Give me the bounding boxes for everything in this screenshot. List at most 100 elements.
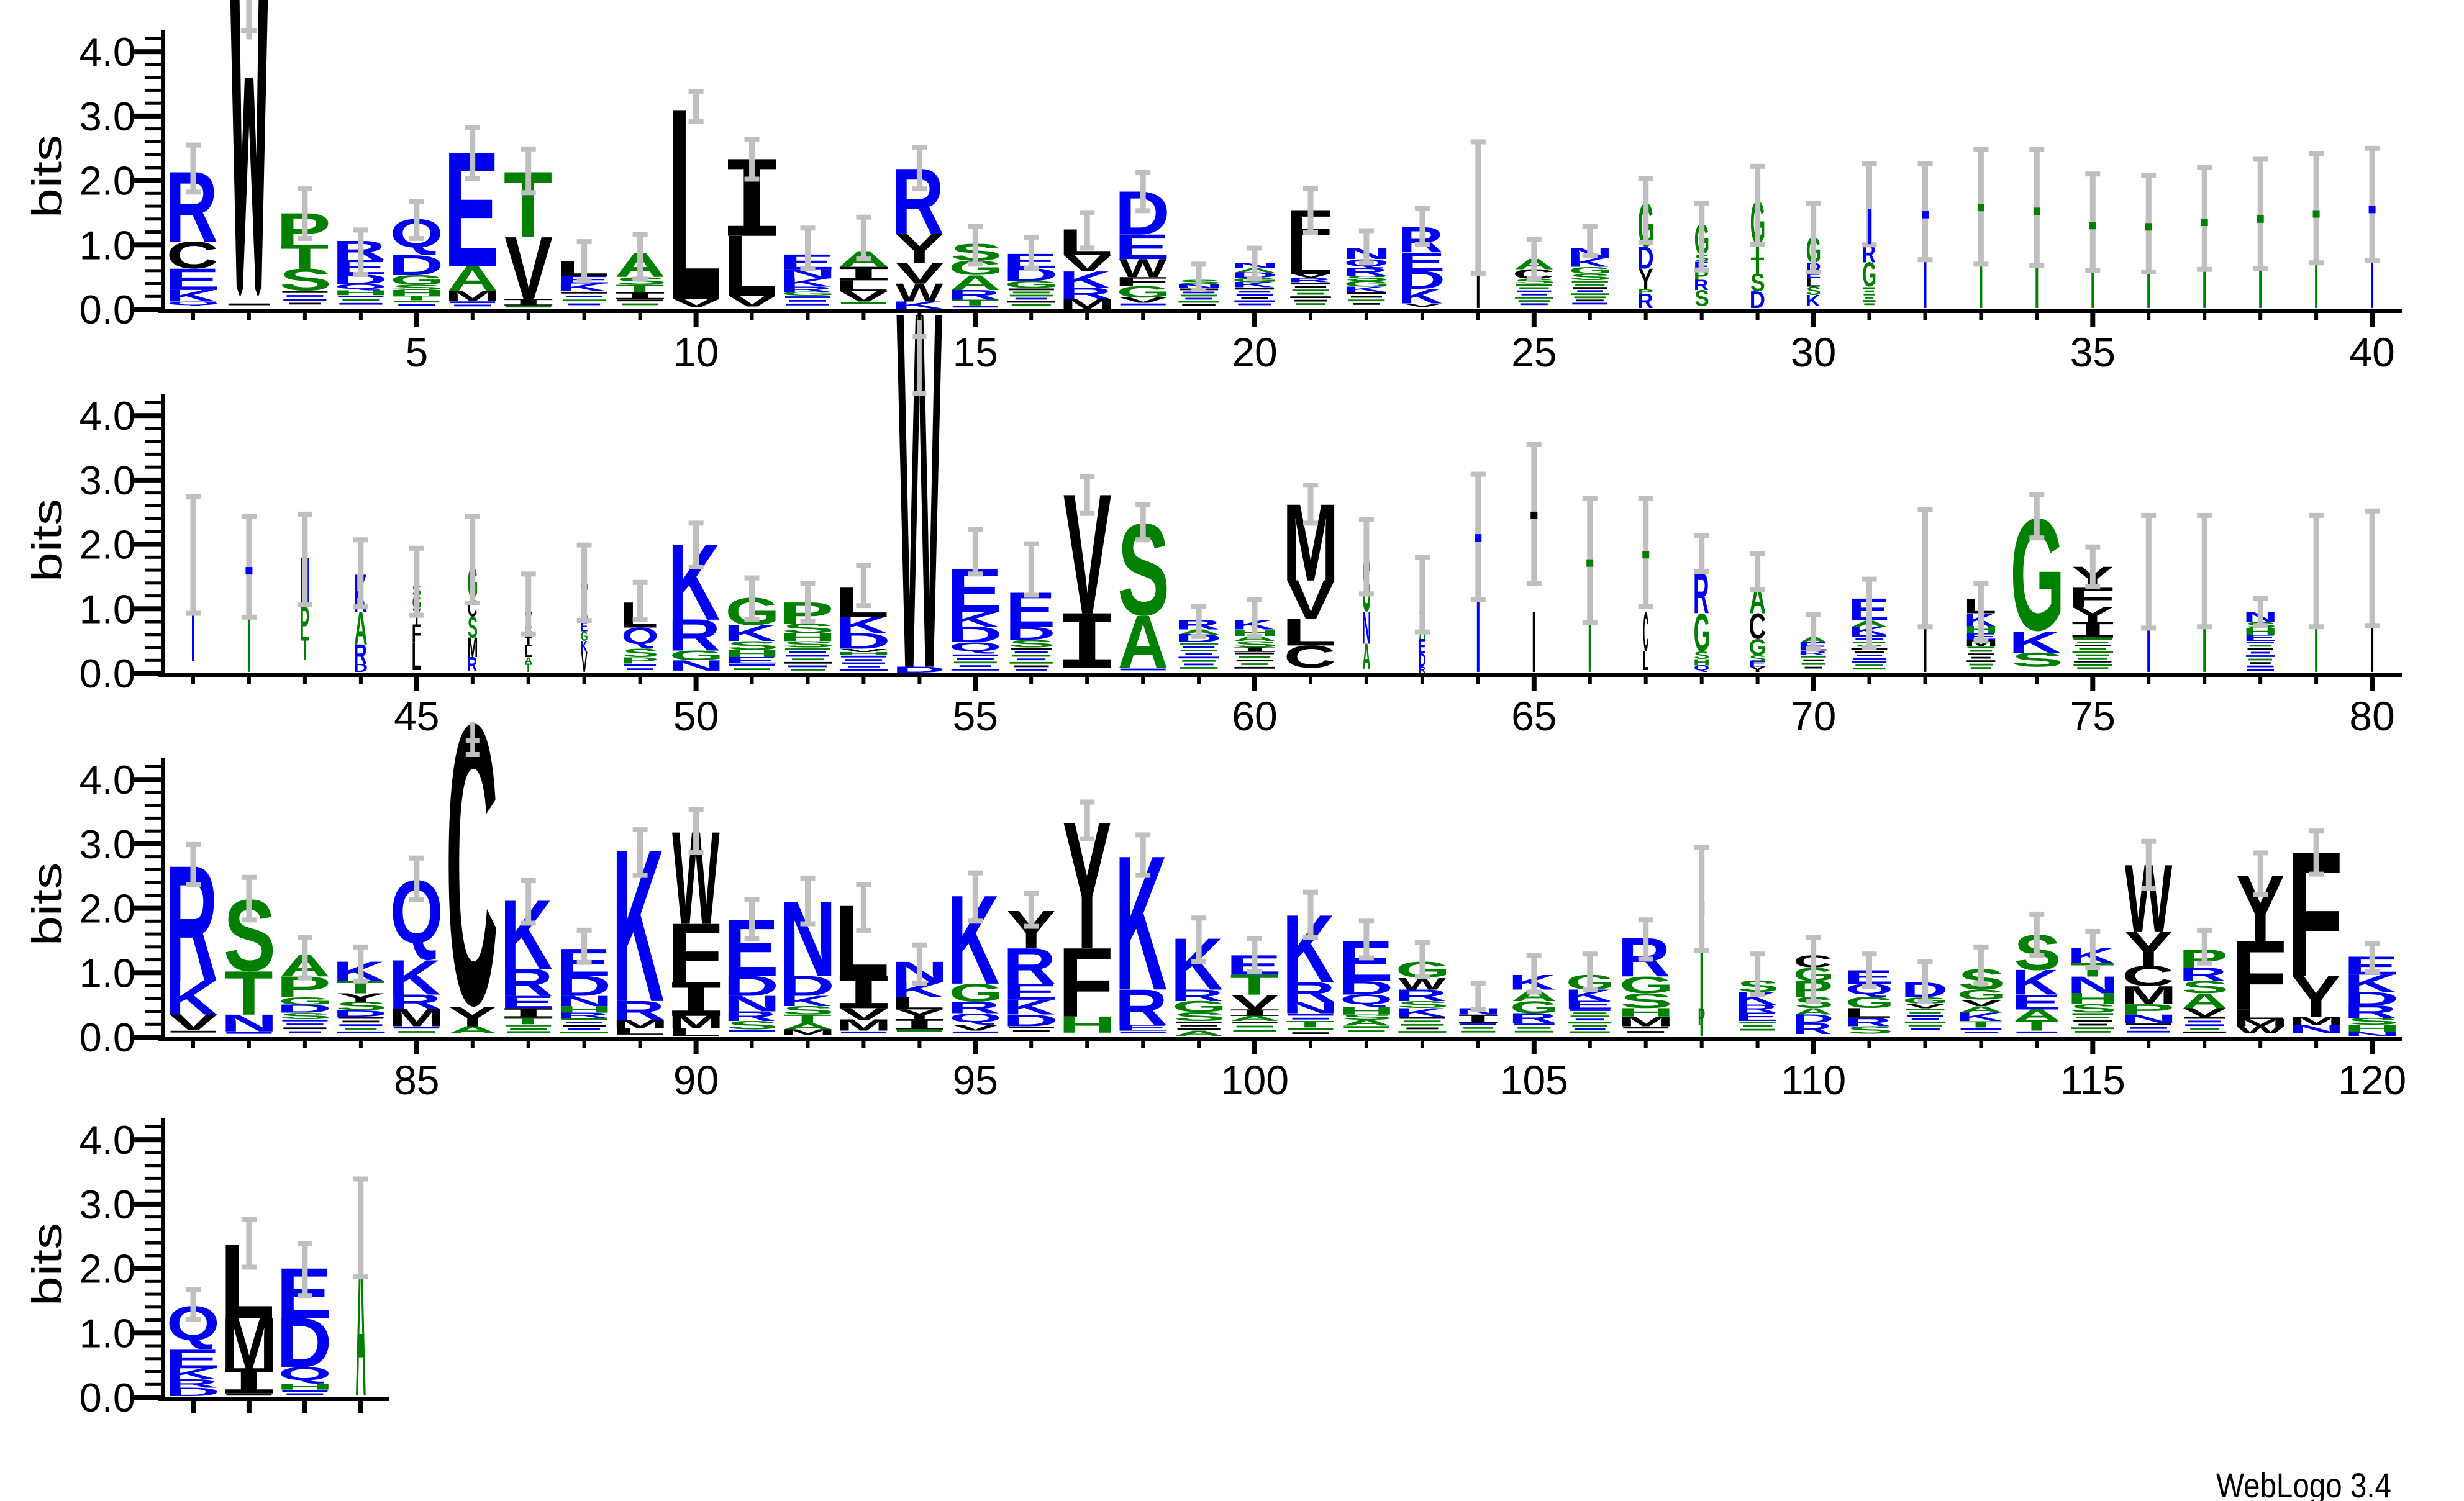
svg-text:S: S	[2070, 1002, 2117, 1015]
svg-text:D: D	[388, 249, 444, 281]
svg-text:Q: Q	[948, 1010, 1002, 1025]
svg-text:C: C	[166, 234, 219, 276]
svg-text:D: D	[947, 622, 1002, 647]
svg-text:G: G	[781, 291, 835, 297]
svg-text:Y: Y	[1750, 666, 1766, 674]
svg-text:35: 35	[2070, 329, 2116, 375]
svg-text:V: V	[2183, 1005, 2227, 1019]
svg-text:1.0: 1.0	[80, 1310, 135, 1356]
svg-text:V: V	[1905, 1002, 1946, 1010]
svg-text:K: K	[1342, 285, 1387, 293]
svg-text:C: C	[1643, 601, 1648, 663]
svg-text:A: A	[1341, 1018, 1392, 1027]
svg-text:T: T	[616, 283, 664, 295]
svg-text:L: L	[890, 994, 945, 1014]
svg-text:H: H	[1058, 1012, 1116, 1038]
svg-text:C: C	[446, 642, 498, 1088]
svg-text:K: K	[1003, 995, 1055, 1020]
svg-text:120: 120	[2338, 1057, 2406, 1103]
svg-text:L: L	[1643, 646, 1648, 676]
svg-text:H: H	[276, 1382, 334, 1391]
svg-text:T: T	[504, 1016, 552, 1027]
svg-text:N: N	[2288, 1022, 2345, 1036]
svg-text:1.0: 1.0	[80, 950, 135, 995]
svg-text:F: F	[412, 620, 421, 648]
svg-text:A: A	[1173, 1029, 1224, 1037]
svg-text:G: G	[278, 995, 333, 1007]
svg-text:S: S	[1694, 285, 1709, 311]
svg-text:A: A	[2014, 1006, 2060, 1024]
svg-text:R: R	[724, 1009, 777, 1024]
svg-text:V: V	[840, 288, 888, 305]
svg-text:M: M	[668, 1012, 724, 1032]
svg-text:S: S	[727, 1018, 779, 1032]
svg-text:0.0: 0.0	[80, 1375, 135, 1420]
svg-text:D: D	[835, 628, 891, 653]
svg-text:S: S	[1341, 1013, 1393, 1021]
svg-text:75: 75	[2070, 693, 2116, 739]
svg-text:R: R	[1419, 666, 1426, 675]
svg-text:K: K	[1806, 292, 1821, 310]
svg-text:S: S	[1345, 274, 1389, 283]
svg-text:15: 15	[953, 329, 998, 375]
svg-text:T: T	[783, 1012, 832, 1026]
svg-text:T: T	[392, 294, 440, 302]
svg-text:K: K	[835, 612, 888, 638]
svg-text:G: G	[1862, 256, 1876, 294]
svg-text:R: R	[556, 1011, 609, 1019]
svg-text:F: F	[1058, 927, 1114, 1038]
svg-text:4.0: 4.0	[80, 29, 135, 75]
svg-text:S: S	[1008, 638, 1055, 650]
svg-text:Y: Y	[2124, 922, 2173, 976]
svg-text:S: S	[782, 639, 834, 649]
svg-text:85: 85	[394, 1057, 439, 1103]
svg-text:R: R	[1844, 1015, 1892, 1029]
svg-text:E: E	[1002, 979, 1058, 1005]
svg-text:S: S	[2347, 1016, 2399, 1027]
svg-text:R: R	[668, 610, 721, 660]
svg-text:M: M	[612, 1017, 668, 1031]
svg-text:R: R	[1694, 277, 1709, 294]
svg-text:V: V	[840, 1004, 888, 1023]
svg-text:R: R	[353, 638, 367, 671]
svg-text:S: S	[1233, 639, 1278, 649]
svg-text:D: D	[1398, 265, 1445, 294]
svg-text:D: D	[724, 969, 780, 1002]
svg-text:A: A	[1958, 1004, 2004, 1015]
svg-text:N: N	[667, 657, 725, 674]
svg-text:R: R	[947, 287, 1001, 302]
svg-text:H: H	[332, 289, 390, 296]
svg-text:1.0: 1.0	[80, 222, 135, 268]
svg-text:Q: Q	[948, 640, 1002, 654]
svg-text:T: T	[1959, 1019, 2003, 1030]
svg-text:K: K	[1230, 281, 1275, 289]
svg-text:K: K	[165, 1365, 217, 1382]
svg-text:4.0: 4.0	[80, 757, 135, 802]
svg-text:D: D	[1792, 1012, 1834, 1026]
svg-text:D: D	[1750, 286, 1765, 313]
svg-text:R: R	[1003, 937, 1057, 994]
svg-text:D: D	[353, 661, 368, 674]
svg-text:A: A	[2182, 989, 2228, 1013]
svg-text:K: K	[1394, 1005, 1446, 1019]
svg-text:Q: Q	[1694, 664, 1710, 673]
svg-text:M: M	[835, 1017, 891, 1035]
svg-text:F: F	[1114, 274, 1170, 289]
svg-text:Y: Y	[448, 1001, 497, 1032]
svg-text:G: G	[1172, 998, 1227, 1015]
svg-text:N: N	[1362, 603, 1371, 654]
svg-text:S: S	[1173, 1010, 1225, 1024]
svg-text:V: V	[840, 648, 888, 653]
svg-text:20: 20	[1232, 329, 1277, 375]
svg-text:R: R	[612, 995, 665, 1025]
svg-text:R: R	[1115, 979, 1168, 1036]
svg-text:E: E	[1114, 227, 1170, 266]
svg-text:Y: Y	[1639, 263, 1653, 296]
svg-text:2.0: 2.0	[80, 886, 135, 932]
svg-text:110: 110	[1781, 1057, 1846, 1103]
svg-text:Y: Y	[895, 225, 944, 272]
svg-text:P: P	[1637, 288, 1654, 296]
svg-text:3.0: 3.0	[80, 458, 135, 503]
svg-text:45: 45	[394, 693, 439, 739]
svg-text:2.0: 2.0	[80, 1246, 135, 1292]
